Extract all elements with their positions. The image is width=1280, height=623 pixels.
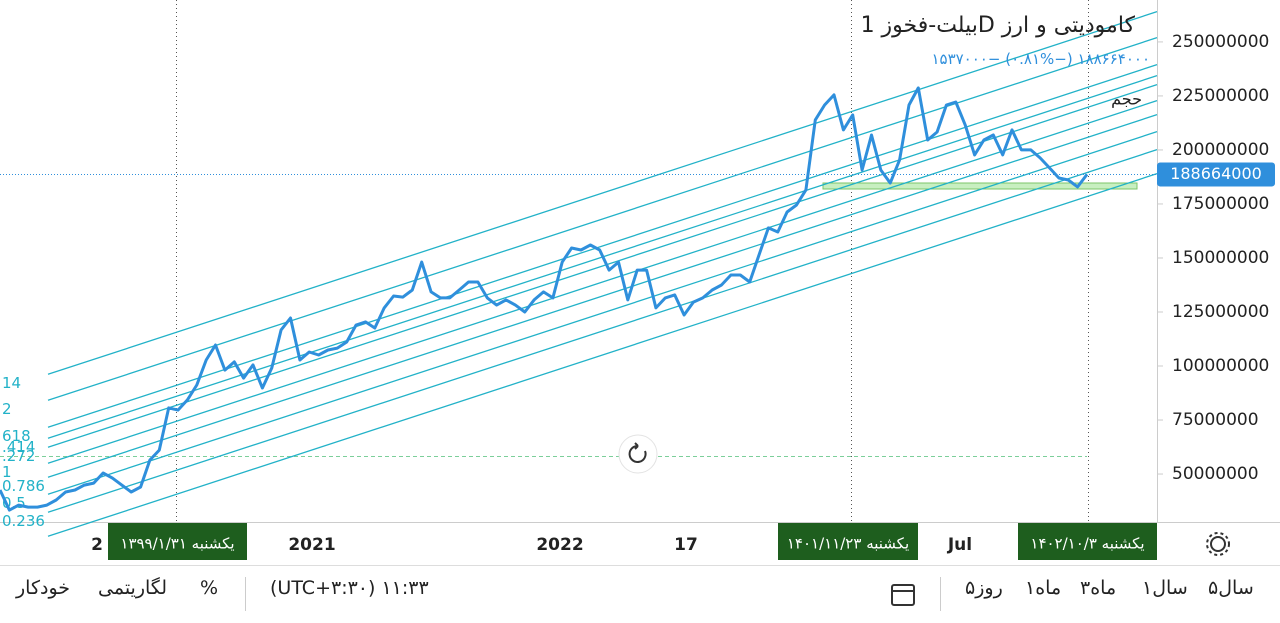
range-button[interactable]: ۱سال — [1142, 577, 1188, 599]
y-tick-label: 250000000 — [1172, 32, 1269, 52]
percent-toggle[interactable]: % — [200, 577, 219, 599]
crosshair-date-label: یکشنبه ۱۴۰۱/۱۱/۲۳ — [787, 535, 909, 553]
price-series — [0, 86, 1089, 512]
x-tick-label: 2022 — [536, 535, 583, 555]
y-tick-label: 225000000 — [1172, 86, 1269, 106]
fib-level-label: 2 — [2, 400, 12, 418]
price-line — [0, 86, 1089, 512]
fib-level-label: 0.236 — [2, 512, 45, 530]
y-tick-label: 100000000 — [1172, 356, 1269, 376]
fib-level-label: .414 — [2, 438, 35, 456]
chart-title: بیلت-فخوز 1D کامودیتی و ارز — [861, 13, 1136, 38]
fib-level-label: 1 — [2, 463, 12, 481]
fib-level-line[interactable] — [47, 114, 1158, 478]
plot-area — [0, 0, 1157, 522]
y-tick-label: 150000000 — [1172, 248, 1269, 268]
range-button[interactable]: ۱ماه — [1025, 577, 1062, 599]
calendar-icon[interactable] — [891, 584, 915, 606]
fib-level-line[interactable] — [47, 149, 1158, 513]
quote-last: ۱۸۸۶۶۴۰۰۰ — [1077, 50, 1150, 68]
separator — [245, 577, 246, 611]
range-button[interactable]: ۵سال — [1208, 577, 1254, 599]
x-tick-label: Jul — [947, 535, 972, 555]
calendar-button[interactable] — [891, 584, 915, 606]
y-tick-label: 50000000 — [1172, 464, 1259, 484]
x-tick-label: 2 — [91, 535, 103, 555]
crosshair-date-label: یکشنبه ۱۳۹۹/۱/۳۱ — [120, 535, 234, 553]
y-tick-label: 175000000 — [1172, 194, 1269, 214]
quote-change: −۱۵۳۷۰۰۰ — [931, 50, 1001, 68]
auto-toggle[interactable]: خودکار — [16, 577, 71, 599]
fib-level-line[interactable] — [47, 37, 1158, 401]
x-tick-label: 2021 — [288, 535, 335, 555]
range-button[interactable]: ۳ماه — [1080, 577, 1117, 599]
fib-level-label: .272 — [2, 447, 35, 465]
crosshair-date-box — [108, 523, 247, 560]
support-zone[interactable] — [822, 182, 1138, 190]
x-tick-label: 17 — [674, 535, 698, 555]
fib-level-line[interactable] — [47, 173, 1158, 537]
separator — [940, 577, 941, 611]
gear-teeth[interactable] — [1206, 532, 1230, 556]
volume-label: حجم — [1111, 90, 1142, 109]
fib-level-label: 14 — [2, 374, 21, 392]
crosshair-date-box — [778, 523, 918, 560]
timezone-button[interactable]: (UTC+۳:۳۰) ۱۱:۳۳ — [270, 577, 429, 599]
gear-icon[interactable] — [1210, 536, 1226, 552]
y-tick-label: 125000000 — [1172, 302, 1269, 322]
crosshair-date-box — [1018, 523, 1157, 560]
fib-level-line[interactable] — [47, 100, 1158, 464]
quote-change-percent: (−۰.۸۱%) — [1005, 50, 1073, 68]
range-button[interactable]: ۵روز — [965, 577, 1003, 599]
reset-button[interactable] — [618, 434, 658, 474]
fib-level-label: 618 — [2, 427, 31, 445]
fib-level-label: 0.786 — [2, 477, 45, 495]
log-toggle[interactable]: لگاریتمی — [98, 577, 168, 599]
y-tick-label: 200000000 — [1172, 140, 1269, 160]
settings-button[interactable] — [1206, 532, 1230, 556]
reset-button-bg[interactable] — [618, 434, 658, 474]
fib-level-line[interactable] — [47, 131, 1158, 495]
last-price-box — [1157, 162, 1275, 187]
fib-level-line[interactable] — [47, 64, 1158, 428]
quote-line: ۱۸۸۶۶۴۰۰۰ (−۰.۸۱%) −۱۵۳۷۰۰۰ — [700, 50, 1150, 68]
y-tick-label: 75000000 — [1172, 410, 1259, 430]
reset-icon[interactable] — [628, 442, 647, 463]
fib-level-line[interactable] — [47, 11, 1158, 375]
last-price-label: 188664000 — [1170, 164, 1262, 183]
crosshair-date-label: یکشنبه ۱۴۰۲/۱۰/۳ — [1030, 535, 1144, 553]
